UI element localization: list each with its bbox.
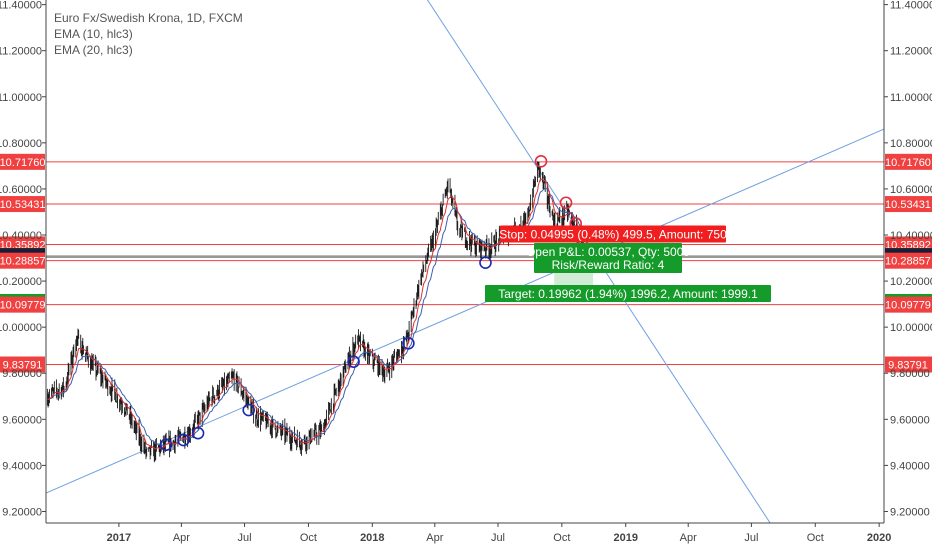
y-tick-label-left: 10.80000 (0, 138, 42, 150)
pnl-label-box[interactable]: Open P&L: 0.00537, Qty: 5005Risk/Reward … (526, 242, 690, 273)
support-touch-marker (191, 426, 205, 440)
price-tag-right-bg (885, 356, 932, 373)
price-tag-right-label: 10.09779 (885, 300, 931, 312)
price-tag-left-label: 10.28857 (0, 256, 45, 268)
y-tick-label-right: 9.20000 (890, 506, 930, 518)
price-tag-left-bg (0, 356, 45, 373)
stop-label-box[interactable]: Stop: 0.04995 (0.48%) 499.5, Amount: 750 (499, 225, 727, 243)
stop-label-bg (500, 225, 726, 243)
price-tag-left-bg (0, 252, 45, 269)
price-tag: 10.1093510.10935 (0, 293, 932, 310)
y-tick-label-right: 11.40000 (890, 0, 932, 12)
y-tick-label-left: 10.20000 (0, 276, 42, 288)
pnl-label-line1: Open P&L: 0.00537, Qty: 5005 (526, 245, 690, 259)
x-tick-label: Apr (680, 532, 697, 544)
y-tick-label-right: 9.60000 (890, 414, 930, 426)
support-touch-marker (479, 256, 492, 269)
price-tag: 10.53431 10.53431 (0, 196, 932, 213)
price-tag-left-bg (0, 196, 45, 213)
x-tick-label: Jul (744, 532, 758, 544)
y-tick-label-left: 11.20000 (0, 46, 42, 58)
y-tick-label-right: 10.40000 (890, 230, 932, 242)
y-tick-label-right: 9.40000 (890, 460, 930, 472)
x-tick-label: 2018 (360, 532, 384, 544)
trendline[interactable] (45, 128, 885, 494)
price-tag-left-label: 10.71760 (0, 157, 45, 169)
legend-ema-fast: EMA (10, hlc3) (54, 27, 133, 41)
y-tick-label-right: 10.60000 (890, 184, 932, 196)
price-tag-right-bg (885, 196, 932, 213)
y-tick-label-right: 11.00000 (890, 92, 932, 104)
pnl-label-line2: Risk/Reward Ratio: 4 (552, 258, 665, 272)
resistance-touch-marker (534, 154, 548, 168)
ema-slow-line (47, 187, 584, 446)
price-tag-right-label: 10.71760 (885, 157, 931, 169)
price-tag-right-label: 10.53431 (885, 199, 931, 211)
price-tag-left-label: 10.53431 (0, 199, 45, 211)
price-tag-right-label: 9.83791 (888, 360, 928, 372)
y-tick-label-left: 10.60000 (0, 184, 42, 196)
price-tag-right-label: 10.28857 (885, 256, 931, 268)
price-tag-left-label: 10.09779 (0, 300, 45, 312)
y-tick-label-left: 11.00000 (0, 92, 42, 104)
target-label-box[interactable]: Target: 0.19962 (1.94%) 1996.2, Amount: … (485, 284, 771, 302)
chart-legend: Euro Fx/Swedish Krona, 1D, FXCM EMA (10,… (54, 10, 243, 58)
price-tag-left-bg (0, 153, 45, 170)
x-tick-label: Oct (300, 532, 317, 544)
ema-fast-line (47, 178, 584, 450)
y-tick-label-right: 11.20000 (890, 46, 932, 58)
price-tag: 10.28857 10.28857 (0, 252, 932, 269)
y-tick-label-left: 10.00000 (0, 322, 42, 334)
stop-label: Stop: 0.04995 (0.48%) 499.5, Amount: 750 (499, 227, 727, 241)
price-tag-left-label: 9.83791 (3, 360, 43, 372)
y-tick-label-right: 10.80000 (890, 138, 932, 150)
support-touch-marker (159, 438, 173, 451)
y-tick-label-left: 10.40000 (0, 230, 42, 242)
x-tick-label: Jul (238, 532, 252, 544)
pnl-label-bg (534, 242, 682, 273)
resistance-touch-marker (559, 196, 573, 210)
x-tick-label: 2019 (613, 532, 637, 544)
y-tick-label-left: 11.40000 (0, 0, 42, 12)
support-touch-marker (347, 355, 360, 369)
target-label-bg (485, 284, 771, 302)
x-tick-label: Oct (553, 532, 570, 544)
price-tag-right-bg (885, 296, 932, 313)
price-tag: 10.09779 10.09779 (0, 296, 932, 313)
legend-ema-slow: EMA (20, hlc3) (54, 43, 133, 57)
y-tick-label-right: 10.20000 (890, 276, 932, 288)
support-touch-marker (242, 403, 256, 417)
price-tag: 10.71760 10.71760 (0, 153, 932, 170)
x-tick-label: Apr (426, 532, 443, 544)
y-tick-label-left: 9.60000 (2, 414, 42, 426)
legend-title: Euro Fx/Swedish Krona, 1D, FXCM (54, 11, 243, 25)
y-tick-label-right: 10.00000 (890, 322, 932, 334)
y-tick-label-right: 9.80000 (890, 368, 930, 380)
x-tick-label: Jul (491, 532, 505, 544)
price-tag-left-bg (0, 296, 45, 313)
support-touch-marker (402, 336, 415, 350)
x-tick-label: 2020 (867, 532, 891, 544)
price-tag-right-bg (885, 252, 932, 269)
y-tick-label-left: 9.40000 (2, 460, 42, 472)
support-touch-marker (177, 433, 190, 447)
x-tick-label: Oct (807, 532, 824, 544)
price-tag-right-bg (885, 153, 932, 170)
x-tick-label: Apr (173, 532, 190, 544)
price-tag: 9.83791 9.83791 (0, 356, 932, 373)
x-tick-label: 2017 (107, 532, 131, 544)
y-tick-label-left: 9.20000 (2, 506, 42, 518)
target-label: Target: 0.19962 (1.94%) 1996.2, Amount: … (498, 287, 758, 301)
y-tick-label-left: 9.80000 (2, 368, 42, 380)
